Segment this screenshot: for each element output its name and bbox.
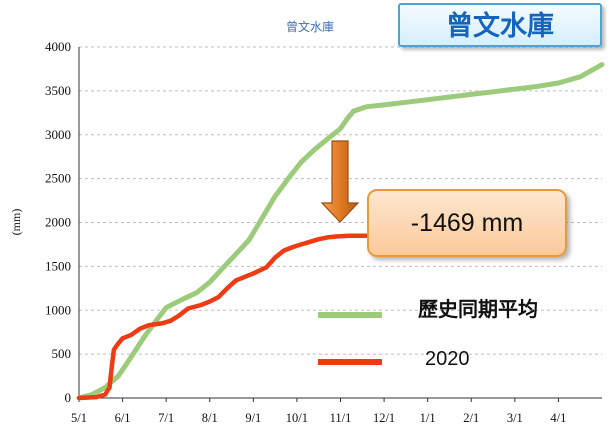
x-tick-label: 3/1 — [507, 411, 523, 425]
reservoir-name-badge: 曾文水庫 — [398, 3, 602, 47]
legend-label-historical: 歷史同期平均 — [418, 297, 538, 321]
x-tick-label: 8/1 — [202, 411, 218, 425]
x-tick-label: 2/1 — [463, 411, 479, 425]
difference-callout: -1469 mm — [367, 189, 567, 257]
x-tick-labels: 5/1 6/1 7/1 8/1 9/1 10/1 11/1 12/1 1/1 2/1 3/1 4/1 — [71, 398, 566, 425]
x-tick-label: 5/1 — [71, 411, 87, 425]
y-tick-label: 1500 — [45, 258, 71, 273]
y-tick-label: 1000 — [45, 302, 71, 317]
y-tick-labels: 0 500 1000 1500 2000 2500 3000 3500 4000 — [45, 39, 71, 405]
x-tick-label: 4/1 — [550, 411, 566, 425]
x-tick-label: 10/1 — [286, 411, 308, 425]
y-tick-label: 3500 — [45, 83, 71, 98]
y-tick-label: 4000 — [45, 39, 71, 54]
y-tick-label: 500 — [52, 346, 72, 361]
chart-title: 曾文水庫 — [286, 19, 334, 34]
x-tick-label: 1/1 — [420, 411, 436, 425]
x-tick-label: 6/1 — [115, 411, 131, 425]
y-tick-label: 2000 — [45, 215, 71, 230]
y-axis-label: (mm) — [9, 209, 23, 236]
series-lines — [76, 62, 605, 401]
legend-label-2020: 2020 — [425, 348, 470, 370]
y-tick-label: 3000 — [45, 127, 71, 142]
down-arrow-icon — [320, 140, 360, 223]
x-tick-label: 11/1 — [330, 411, 352, 425]
series-line-2020 — [76, 233, 369, 401]
x-tick-label: 12/1 — [373, 411, 395, 425]
x-tick-label: 7/1 — [158, 411, 174, 425]
x-tick-label: 9/1 — [245, 411, 261, 425]
y-tick-label: 2500 — [45, 171, 71, 186]
y-tick-label: 0 — [65, 390, 72, 405]
